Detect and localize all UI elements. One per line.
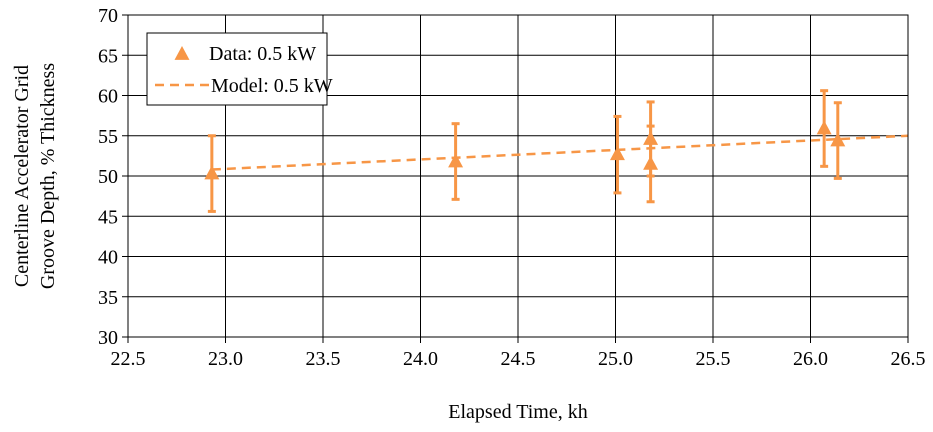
data-point xyxy=(830,101,846,180)
y-tick-label: 60 xyxy=(98,86,118,108)
legend-entry-data: Data: 0.5 kW xyxy=(174,43,316,65)
legend-label-data: Data: 0.5 kW xyxy=(209,43,316,65)
data-marker xyxy=(609,146,625,161)
legend-entry-model: Model: 0.5 kW xyxy=(155,75,333,97)
legend-box xyxy=(146,32,328,106)
x-tick-label: 24.0 xyxy=(403,348,438,370)
y-axis-title-line-1: Centerline Accelerator Grid xyxy=(11,65,33,287)
data-point xyxy=(204,134,220,213)
y-tick-label: 70 xyxy=(98,5,118,27)
data-marker xyxy=(643,155,659,170)
x-tick-label: 25.5 xyxy=(696,348,731,370)
legend-triangle-icon xyxy=(174,45,190,60)
y-axis-title: Centerline Accelerator Grid Groove Depth,… xyxy=(11,63,59,289)
series-layer xyxy=(204,89,909,213)
y-tick-label: 35 xyxy=(98,287,118,309)
data-marker xyxy=(830,132,846,147)
x-tick-label: 22.5 xyxy=(111,348,146,370)
data-marker xyxy=(448,153,464,168)
x-tick-label: 23.0 xyxy=(208,348,243,370)
x-tick-label: 24.5 xyxy=(501,348,536,370)
data-point xyxy=(609,114,625,195)
axes: 22.5 23.0 23.5 24.0 24.5 25.0 25.5 26.0 26.5 30 35… xyxy=(11,5,926,423)
y-tick-label: 50 xyxy=(98,166,118,188)
y-tick-label: 45 xyxy=(98,206,118,228)
x-tick-label: 23.5 xyxy=(306,348,341,370)
model-line xyxy=(211,134,909,171)
data-point xyxy=(448,122,464,201)
y-tick-label: 30 xyxy=(98,327,118,349)
y-tick-label: 55 xyxy=(98,126,118,148)
legend: Data: 0.5 kW Model: 0.5 kW xyxy=(146,32,333,106)
data-point xyxy=(816,89,832,168)
x-axis-title: Elapsed Time, kh xyxy=(448,401,587,423)
y-axis-title-line-2: Groove Depth, % Thickness xyxy=(37,63,59,289)
data-point xyxy=(643,124,659,204)
y-tick-label: 65 xyxy=(98,45,118,67)
y-tick-label: 40 xyxy=(98,247,118,269)
legend-label-model: Model: 0.5 kW xyxy=(211,75,333,97)
x-tick-label: 26.0 xyxy=(793,348,828,370)
data-marker xyxy=(816,120,832,135)
x-tick-label: 25.0 xyxy=(598,348,633,370)
x-tick-label: 26.5 xyxy=(891,348,926,370)
data-marker xyxy=(204,165,220,180)
